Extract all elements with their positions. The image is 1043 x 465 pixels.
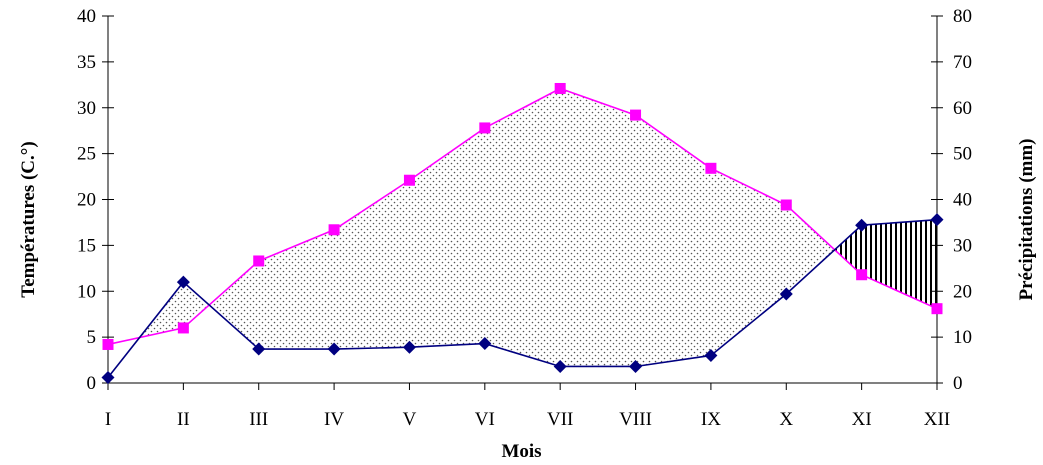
temperature-point — [328, 224, 340, 236]
precipitation-point — [327, 342, 341, 356]
precipitation-point — [402, 340, 416, 354]
temperature-point — [931, 303, 943, 315]
left-y-tick-label: 5 — [87, 327, 97, 348]
x-tick-label: XI — [852, 409, 872, 430]
x-tick-label: V — [403, 409, 417, 430]
temperature-point — [630, 109, 642, 121]
right-y-tick-label: 10 — [953, 327, 972, 348]
precipitation-point — [629, 359, 643, 373]
axes-layer — [102, 15, 943, 390]
left-y-tick-label: 0 — [87, 373, 97, 394]
left-y-tick-label: 10 — [77, 281, 96, 302]
left-y-axis-title: Températures (C.°) — [18, 141, 39, 297]
temperature-point — [856, 269, 868, 281]
precipitation-point — [855, 218, 869, 232]
right-y-tick-label: 40 — [953, 190, 972, 211]
temperature-point — [554, 82, 566, 94]
right-y-tick-label: 50 — [953, 144, 972, 165]
precipitation-point — [101, 370, 115, 384]
x-tick-label: I — [105, 409, 111, 430]
temperature-point — [479, 122, 491, 134]
x-tick-label: III — [249, 409, 268, 430]
left-y-tick-label: 40 — [77, 6, 96, 27]
precipitation-point — [176, 275, 190, 289]
x-tick-label: VIII — [619, 409, 652, 430]
precipitation-point — [704, 348, 718, 362]
left-y-tick-label: 25 — [77, 144, 96, 165]
dotted-fill-area — [139, 88, 835, 367]
left-y-tick-label: 35 — [77, 52, 96, 73]
precipitation-point — [930, 213, 944, 227]
right-y-tick-label: 80 — [953, 6, 972, 27]
fill-layer — [139, 88, 937, 367]
precipitation-point — [779, 287, 793, 301]
precipitation-point — [252, 342, 266, 356]
temperature-line — [107, 87, 938, 346]
temperature-point — [705, 162, 717, 174]
left-y-tick-label: 15 — [77, 235, 96, 256]
temperature-point — [253, 255, 265, 267]
left-y-tick-label: 20 — [77, 190, 96, 211]
series-layer — [107, 87, 938, 378]
precipitation-line — [107, 218, 938, 378]
x-tick-label: IX — [701, 409, 721, 430]
hatched-fill-area — [834, 219, 937, 309]
right-y-axis-title: Précipitations (mm) — [1016, 139, 1037, 301]
temperature-point — [780, 199, 792, 211]
precipitation-point — [478, 337, 492, 351]
right-y-tick-label: 60 — [953, 98, 972, 119]
precipitation-point — [553, 359, 567, 373]
x-tick-label: XII — [924, 409, 950, 430]
x-tick-label: VII — [547, 409, 573, 430]
x-tick-label: X — [779, 409, 793, 430]
right-y-tick-label: 0 — [953, 373, 963, 394]
x-tick-label: II — [177, 409, 190, 430]
temperature-point — [177, 322, 189, 334]
temperature-point — [102, 338, 114, 350]
x-axis-title: Mois — [501, 441, 541, 462]
x-tick-label: IV — [324, 409, 344, 430]
right-y-tick-label: 70 — [953, 52, 972, 73]
right-y-tick-label: 30 — [953, 235, 972, 256]
left-y-tick-label: 30 — [77, 98, 96, 119]
temperature-point — [403, 174, 415, 186]
x-tick-label: VI — [475, 409, 495, 430]
markers-layer — [101, 82, 944, 384]
right-y-tick-label: 20 — [953, 281, 972, 302]
